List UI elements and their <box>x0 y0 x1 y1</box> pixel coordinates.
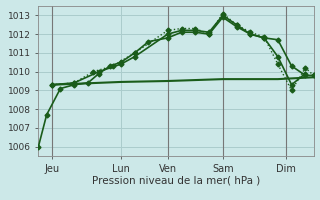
X-axis label: Pression niveau de la mer( hPa ): Pression niveau de la mer( hPa ) <box>92 175 260 185</box>
